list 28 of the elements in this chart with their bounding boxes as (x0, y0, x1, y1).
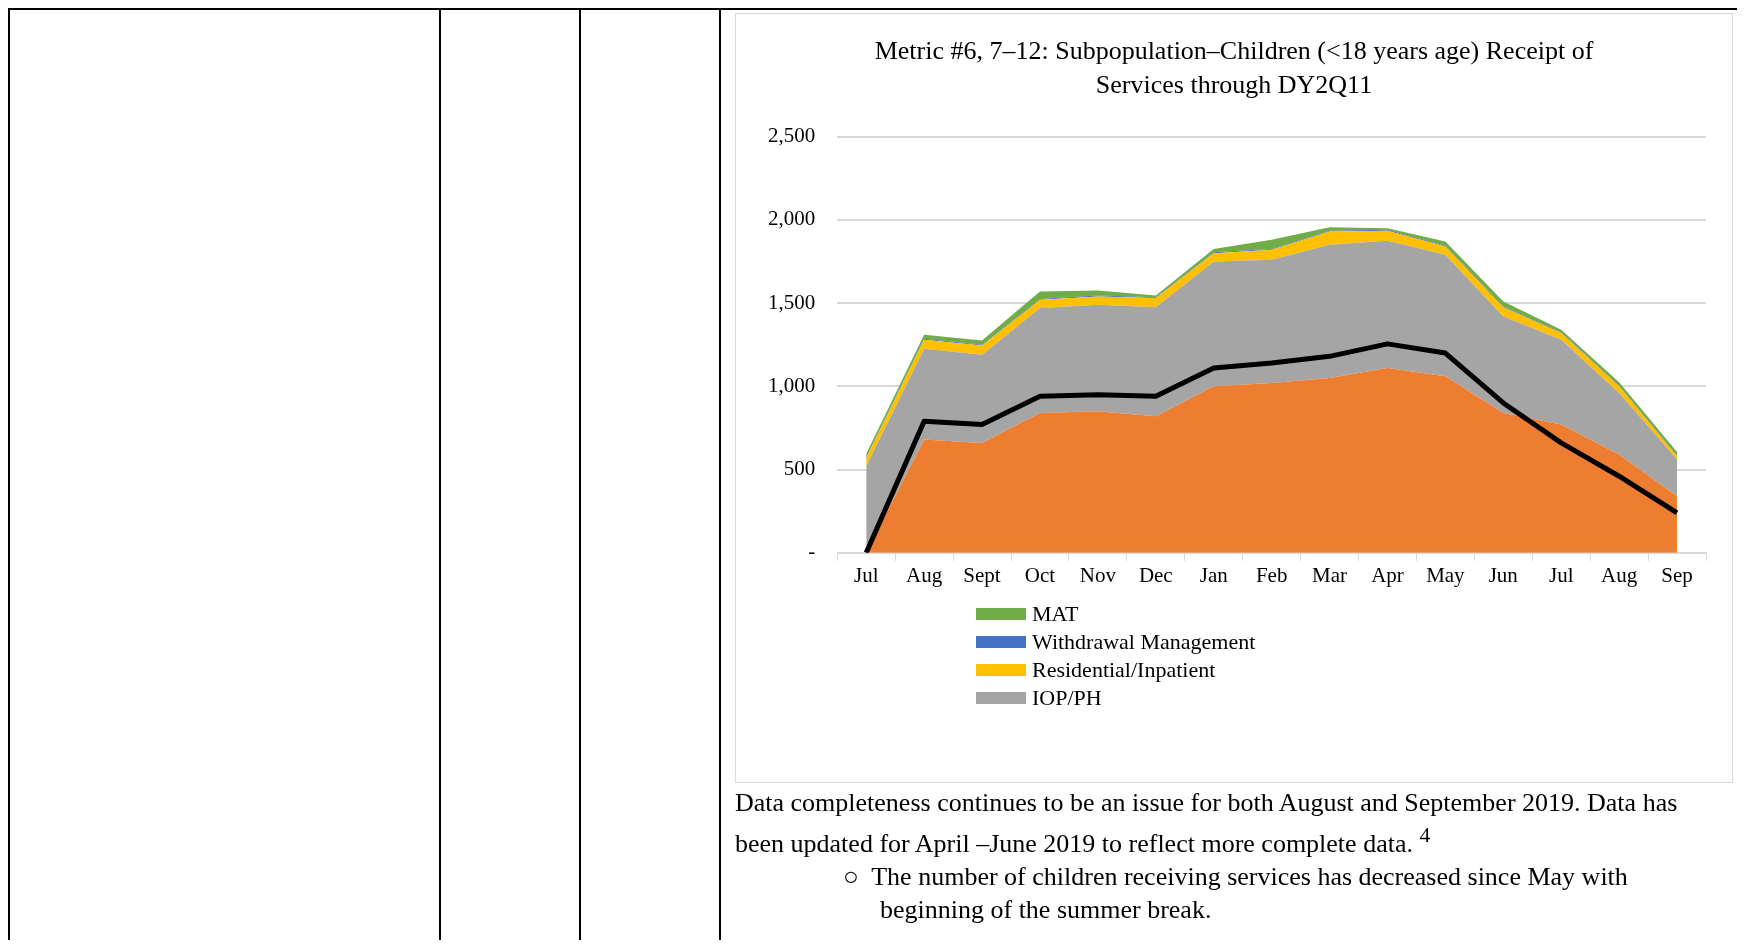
x-tick-label: Oct (1024, 562, 1056, 587)
y-tick-label: 500 (783, 456, 816, 481)
x-tick-label: Sept (963, 562, 1001, 587)
legend-label: IOP/PH (1032, 684, 1102, 712)
x-tick-label: Sep (1661, 562, 1693, 587)
x-tick-label: Jul (1548, 562, 1574, 587)
legend-label: Residential/Inpatient (1032, 656, 1216, 684)
x-tick-label: Feb (1255, 562, 1288, 587)
x-tick-label: May (1426, 562, 1466, 587)
x-tick-label: Aug (906, 562, 943, 587)
x-tick-label: Jul (853, 562, 879, 587)
legend-label: Withdrawal Management (1032, 628, 1256, 656)
x-tick-label: Jan (1199, 562, 1229, 587)
chart-title: Metric #6, 7–12: Subpopulation–Children (<18 years age) Receipt of Services through DY2Q11 (873, 35, 1595, 101)
y-tick-label: - (808, 539, 816, 564)
y-tick-label: 2,500 (768, 123, 816, 148)
x-tick-label: Mar (1312, 562, 1348, 587)
text: ○ The number of children receiving services has decreased since May with beginning of the summer break. (843, 860, 1629, 926)
y-tick-label: 2,000 (768, 206, 816, 231)
legend-label: MAT (1032, 600, 1079, 628)
text: Data completeness continues to be an issue for both August and September 2019. Data has been updated for April –June 2019 to reflect more complete data. $^{4}$ (735, 787, 1679, 860)
x-tick-label: Apr (1371, 562, 1404, 587)
x-tick-label: Nov (1079, 562, 1117, 587)
y-tick-label: 1,500 (768, 289, 816, 314)
x-tick-label: Jun (1488, 562, 1519, 587)
x-tick-label: Dec (1138, 562, 1173, 587)
y-tick-label: 1,000 (768, 372, 816, 397)
x-tick-label: Aug (1601, 562, 1638, 587)
